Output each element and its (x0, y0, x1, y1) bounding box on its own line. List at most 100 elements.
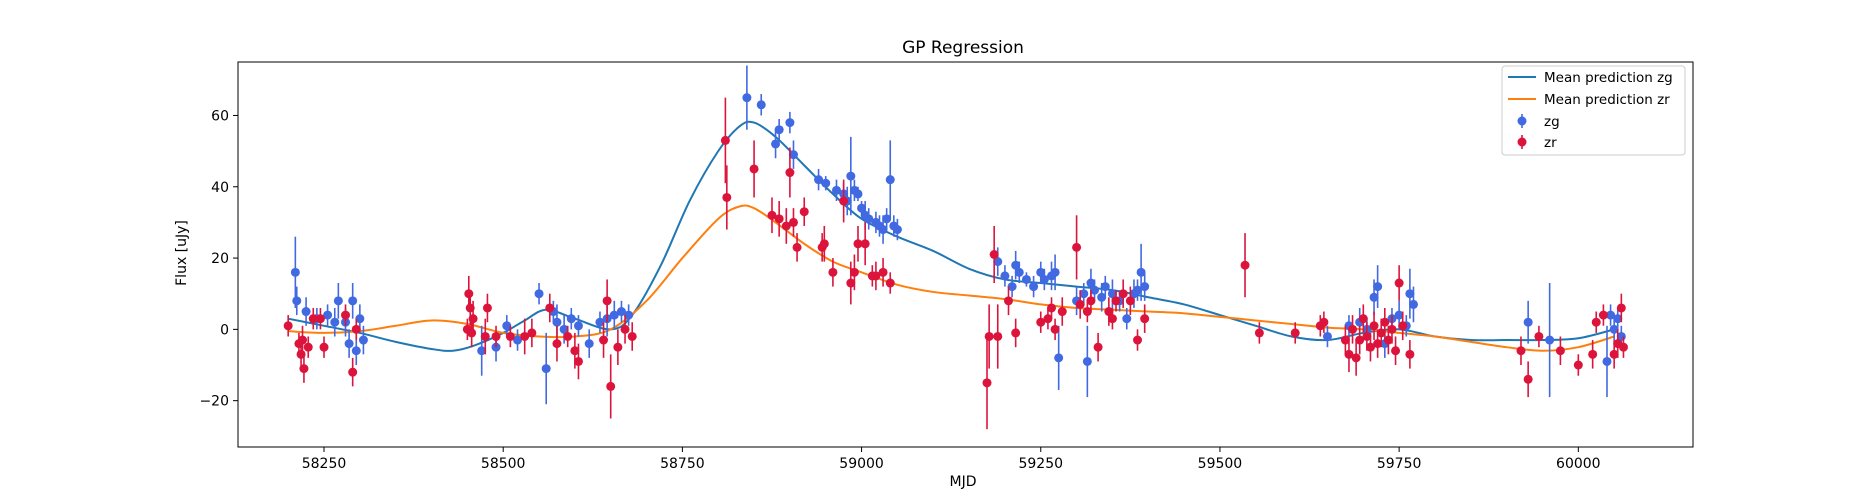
zg-point-11 (355, 314, 365, 324)
zr-point-30 (606, 381, 616, 391)
zr-point-57 (984, 331, 994, 341)
x-tick-label-59250: 59250 (1018, 456, 1063, 472)
zg-point-41 (846, 171, 856, 181)
zg-point-72 (1100, 282, 1110, 292)
zg-point-67 (1079, 289, 1089, 299)
zg-point-0 (290, 267, 300, 277)
zr-point-29 (602, 296, 612, 306)
legend-swatch-zr-points (1517, 135, 1527, 149)
zg-point-84 (1369, 292, 1379, 302)
zr-point-11 (351, 324, 361, 334)
zg-point-64 (1050, 267, 1060, 277)
zg-point-2 (301, 307, 311, 317)
x-tick-label-58750: 58750 (660, 456, 705, 472)
zr-point-96 (1383, 335, 1393, 345)
zr-point-61 (1011, 328, 1021, 338)
zg-point-62 (1039, 274, 1049, 284)
zg-point-1 (292, 296, 302, 306)
zr-point-65 (1050, 324, 1060, 334)
zg-point-9 (348, 296, 358, 306)
y-tick-label-40: 40 (211, 180, 229, 196)
x-tick-label-60000: 60000 (1556, 456, 1601, 472)
zr-point-40 (785, 168, 795, 178)
zr-point-80 (1254, 328, 1264, 338)
zg-point-70 (1090, 285, 1100, 295)
zg-point-51 (885, 175, 895, 185)
zr-point-62 (1036, 317, 1046, 327)
zg-point-55 (1000, 271, 1010, 281)
zr-point-16 (468, 314, 478, 324)
zr-point-15 (467, 328, 477, 338)
zr-point-23 (545, 303, 555, 313)
zg-point-92 (1523, 317, 1533, 327)
zg-point-36 (814, 175, 824, 185)
zg-point-44 (857, 203, 867, 213)
zr-point-112 (1616, 303, 1626, 313)
zr-point-68 (1075, 299, 1085, 309)
zg-point-12 (358, 335, 368, 345)
zr-point-92 (1369, 321, 1379, 331)
zg-point-65 (1054, 353, 1064, 363)
zg-point-68 (1082, 356, 1092, 366)
zr-point-88 (1355, 335, 1365, 345)
zr-point-63 (1043, 314, 1053, 324)
legend-frame (1501, 65, 1686, 156)
legend-label-zr-line: Mean prediction zr (1544, 92, 1670, 108)
zr-point-20 (505, 331, 515, 341)
zg-point-90 (1405, 289, 1415, 299)
x-tick-label-59000: 59000 (839, 456, 884, 472)
zg-point-94 (1602, 356, 1612, 366)
zr-point-99 (1394, 278, 1404, 288)
zr-point-74 (1111, 296, 1121, 306)
zg-point-97 (1613, 314, 1623, 324)
zg-point-32 (771, 139, 781, 149)
zr-point-66 (1057, 307, 1067, 317)
zr-point-42 (792, 242, 802, 252)
zg-point-24 (584, 339, 594, 349)
zr-point-0 (283, 321, 293, 331)
zr-point-89 (1358, 314, 1368, 324)
zr-point-5 (303, 342, 313, 352)
zg-point-78 (1136, 267, 1146, 277)
zr-point-84 (1340, 335, 1350, 345)
zr-point-38 (774, 214, 784, 224)
zr-point-94 (1376, 328, 1386, 338)
zr-point-77 (1133, 335, 1143, 345)
zr-point-73 (1107, 314, 1117, 324)
y-tick-label-20: 20 (211, 251, 229, 267)
zr-point-58 (989, 250, 999, 259)
legend-label-zr-points: zr (1544, 135, 1557, 151)
zg-point-17 (534, 289, 544, 299)
zg-point-38 (831, 185, 841, 195)
zg-point-28 (616, 307, 626, 317)
zr-point-69 (1082, 307, 1092, 317)
zr-point-86 (1348, 324, 1358, 334)
zg-point-8 (344, 339, 354, 349)
zr-point-59 (993, 331, 1003, 341)
zg-point-58 (1014, 267, 1024, 277)
zg-point-43 (853, 189, 863, 199)
zg-point-71 (1097, 292, 1107, 302)
zr-point-34 (720, 135, 730, 145)
zr-point-47 (839, 196, 849, 206)
zr-point-21 (520, 331, 530, 341)
zg-point-23 (573, 321, 583, 331)
zg-point-57 (1011, 260, 1021, 270)
zr-point-22 (527, 328, 537, 338)
zr-point-72 (1104, 307, 1114, 317)
zr-point-75 (1118, 289, 1128, 299)
legend-swatch-zg-points (1517, 114, 1527, 128)
zr-point-97 (1387, 324, 1397, 334)
zr-point-7 (315, 314, 325, 324)
zr-point-104 (1534, 331, 1544, 341)
zr-point-49 (849, 267, 859, 277)
zg-point-54 (993, 257, 1003, 267)
legend-label-zg-line: Mean prediction zg (1544, 70, 1673, 86)
zr-point-48 (846, 278, 856, 288)
plot-area (283, 65, 1628, 430)
zg-point-77 (1133, 285, 1143, 295)
zr-point-41 (788, 217, 798, 227)
zr-point-90 (1362, 331, 1372, 341)
zr-point-83 (1319, 317, 1329, 327)
